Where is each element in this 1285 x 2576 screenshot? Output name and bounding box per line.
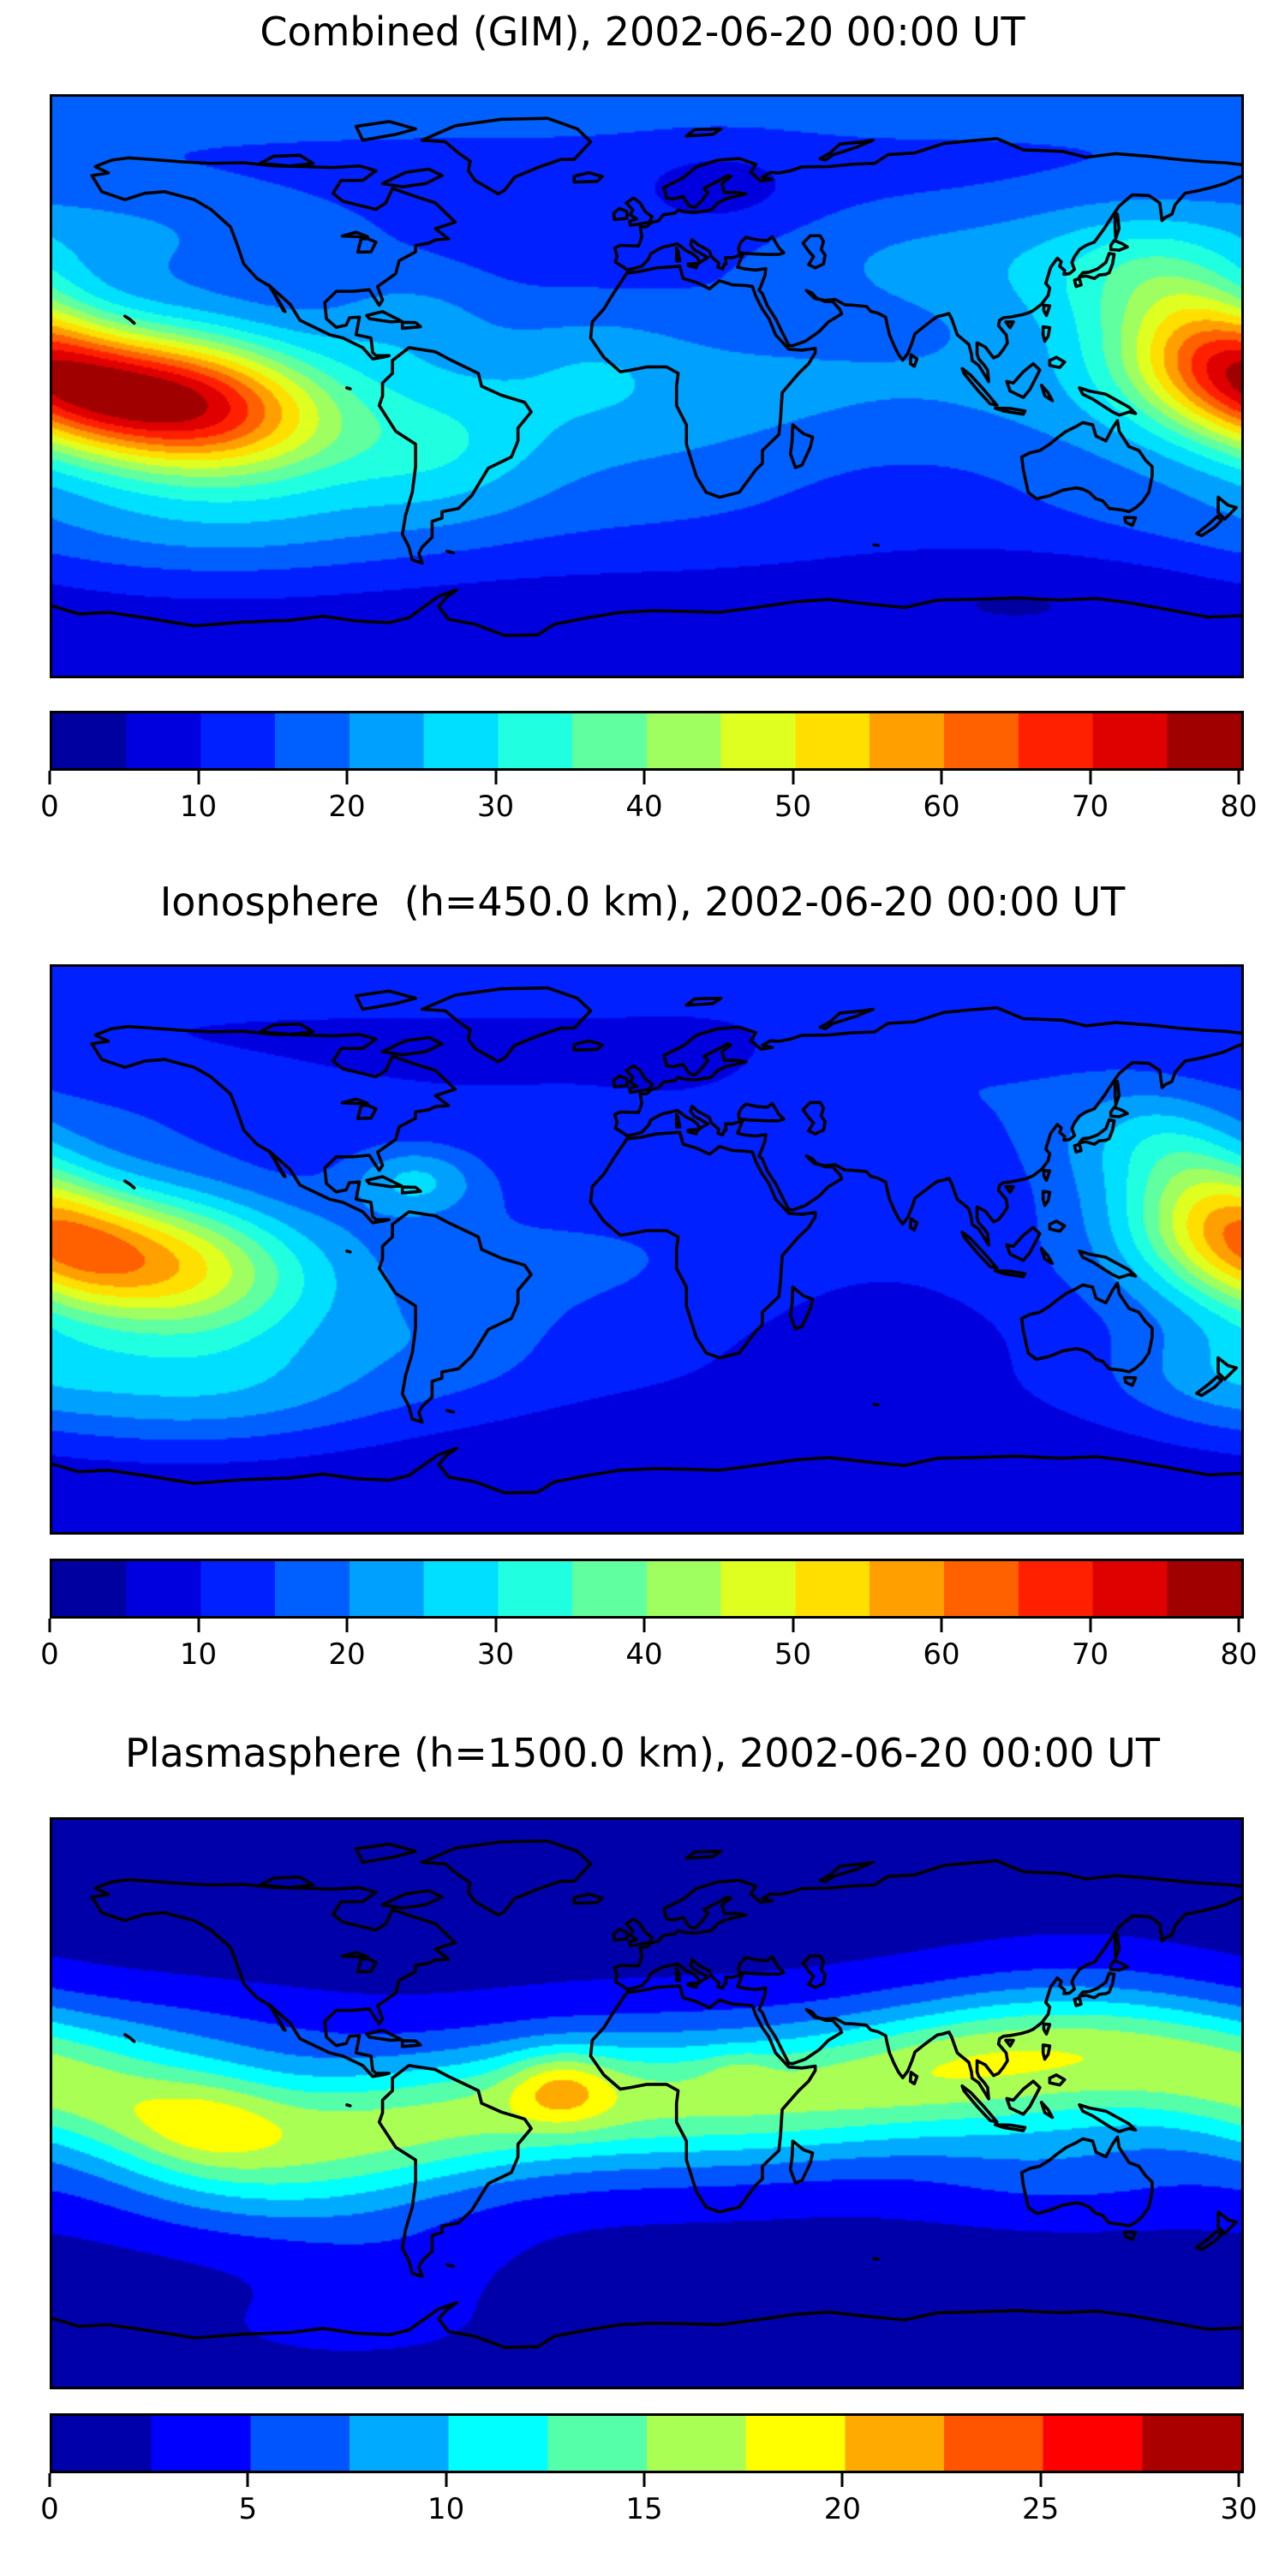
- colorbar-tick-label: 50: [774, 790, 812, 824]
- coastlines-svg: [52, 1820, 1241, 2387]
- colorbar-tick-label: 60: [923, 1637, 960, 1672]
- colorbar-tick: [48, 1619, 51, 1632]
- map-ionosphere: [50, 964, 1244, 1535]
- colorbar-tick: [197, 771, 200, 784]
- colorbar-ticks: 0 10 20 30 40 50 60 70 80: [40, 771, 1258, 874]
- colorbar-tick-label: 20: [823, 2492, 861, 2526]
- colorbar-tick: [1237, 2473, 1240, 2487]
- colorbar-ticks: 0 10 20 30 40 50 60 70 80: [40, 1619, 1258, 1721]
- colorbar-tick-label: 30: [476, 790, 515, 824]
- colorbar-ticks: 0 5 10 15 20 25 30: [40, 2473, 1258, 2576]
- colorbar-tick: [840, 2473, 844, 2487]
- colorbar-tick: [197, 1619, 200, 1632]
- panel-title: Plasmasphere (h=1500.0 km), 2002-06-20 0…: [125, 1730, 1160, 1776]
- colorbar-tick-label: 10: [179, 1637, 218, 1672]
- map-combined-gim: [50, 94, 1244, 678]
- colorbar-tick: [642, 771, 646, 784]
- colorbar-tick-label: 15: [625, 2492, 663, 2526]
- panel-ionosphere: Ionosphere (h=450.0 km), 2002-06-20 00:0…: [0, 856, 1285, 1713]
- coastlines-svg: [52, 97, 1241, 676]
- colorbar-tick: [1089, 1619, 1091, 1632]
- colorbar-tick: [792, 771, 794, 784]
- colorbar-tick: [246, 2473, 249, 2487]
- panel-title: Ionosphere (h=450.0 km), 2002-06-20 00:0…: [159, 879, 1126, 925]
- colorbar-tick: [792, 1619, 794, 1632]
- colorbar-tick: [1089, 771, 1091, 784]
- colorbar-tick-label: 40: [625, 790, 663, 824]
- panel-plasmasphere: Plasmasphere (h=1500.0 km), 2002-06-20 0…: [0, 1713, 1285, 2569]
- colorbar-tick-label: 10: [179, 790, 218, 824]
- colorbar: [50, 2413, 1244, 2473]
- colorbar-gradient: [52, 2416, 1241, 2471]
- colorbar-tick-label: 60: [923, 790, 960, 824]
- colorbar-tick-label: 25: [1022, 2492, 1060, 2526]
- colorbar-gradient: [52, 713, 1241, 768]
- colorbar-gradient: [52, 1561, 1241, 1616]
- colorbar-tick: [48, 2473, 51, 2487]
- colorbar: [50, 1559, 1244, 1619]
- colorbar-tick-label: 20: [328, 790, 366, 824]
- colorbar-tick-label: 40: [625, 1637, 663, 1672]
- panel-combined-gim: Combined (GIM), 2002-06-20 00:00 UT 0 10 2…: [0, 0, 1285, 856]
- colorbar-tick: [940, 1619, 943, 1632]
- colorbar-tick: [445, 2473, 448, 2487]
- colorbar-tick: [494, 1619, 497, 1632]
- coastline-path: [52, 1841, 1241, 2347]
- colorbar-tick-label: 30: [476, 1637, 515, 1672]
- colorbar-tick-label: 70: [1071, 790, 1109, 824]
- coastline-path: [52, 988, 1241, 1494]
- colorbar-tick-label: 30: [1220, 2492, 1258, 2526]
- coastlines-svg: [52, 967, 1241, 1532]
- colorbar-tick: [1039, 2473, 1043, 2487]
- panel-title: Combined (GIM), 2002-06-20 00:00 UT: [260, 9, 1025, 55]
- colorbar-tick: [1237, 1619, 1240, 1632]
- colorbar-tick: [940, 771, 943, 784]
- colorbar-tick-label: 20: [328, 1637, 366, 1672]
- colorbar-tick-label: 50: [774, 1637, 812, 1672]
- colorbar-tick: [48, 771, 51, 784]
- colorbar: [50, 711, 1244, 771]
- colorbar-tick-label: 80: [1220, 790, 1258, 824]
- colorbar-tick: [1237, 771, 1240, 784]
- colorbar-tick-label: 0: [40, 2492, 59, 2526]
- coastline-path: [52, 118, 1241, 635]
- colorbar-tick: [345, 771, 349, 784]
- colorbar-tick-label: 10: [427, 2492, 465, 2526]
- colorbar-tick-label: 0: [40, 1637, 59, 1672]
- colorbar-tick: [642, 2473, 646, 2487]
- colorbar-tick-label: 70: [1071, 1637, 1109, 1672]
- colorbar-tick-label: 80: [1220, 1637, 1258, 1672]
- colorbar-tick: [642, 1619, 646, 1632]
- colorbar-tick-label: 0: [40, 790, 59, 824]
- colorbar-tick: [494, 771, 497, 784]
- colorbar-tick: [345, 1619, 349, 1632]
- map-plasmasphere: [50, 1817, 1244, 2389]
- colorbar-tick-label: 5: [238, 2492, 258, 2526]
